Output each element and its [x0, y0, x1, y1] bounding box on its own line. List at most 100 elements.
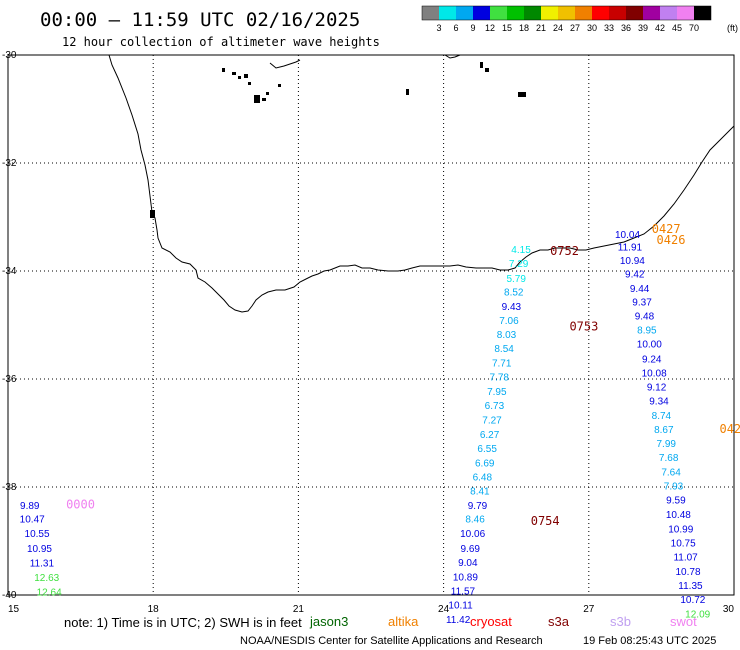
wave-height-value: 9.34	[649, 396, 669, 407]
wave-height-value: 9.89	[20, 501, 40, 512]
wave-height-value: 7.78	[490, 373, 510, 384]
wave-height-value: 8.54	[494, 344, 514, 355]
wave-height-value: 9.43	[502, 302, 522, 313]
colorbar-swatch	[677, 6, 694, 20]
pass-time-label: 0425	[719, 422, 740, 436]
colorbar-swatch	[575, 6, 592, 20]
satellite-legend-item: altika	[388, 614, 419, 629]
colorbar-label: 18	[519, 23, 529, 33]
footer-timestamp: 19 Feb 08:25:43 UTC 2025	[583, 635, 716, 647]
colorbar-border	[421, 5, 712, 21]
wave-height-value: 10.99	[668, 524, 693, 535]
coastline-west	[108, 54, 735, 313]
wave-height-value: 10.95	[27, 544, 52, 555]
axis-tick-labels: 15 18 21 24 27 30 -30 -32 -34 -36 -38 -40	[2, 50, 734, 615]
wave-height-value: 7.95	[487, 387, 507, 398]
wave-height-value: 6.69	[475, 458, 495, 469]
wave-height-value: 10.89	[453, 572, 478, 583]
wave-height-value: 7.29	[509, 259, 529, 270]
pass-time-label: 0426	[657, 233, 686, 247]
coastline-north	[269, 59, 301, 69]
lon-tick-label: 30	[723, 604, 735, 615]
wave-height-value: 9.12	[647, 382, 667, 393]
wave-height-value: 10.75	[671, 538, 696, 549]
map-title: 00:00 – 11:59 UTC 02/16/2025	[40, 9, 360, 31]
small-islands	[150, 62, 526, 218]
wave-height-value: 9.42	[625, 269, 645, 280]
colorbar-label: 45	[672, 23, 682, 33]
pass-time-label: 0753	[569, 319, 598, 333]
colorbar-label: 15	[502, 23, 512, 33]
lat-tick-label: -30	[2, 50, 17, 61]
coastline	[108, 54, 735, 313]
colorbar-label: 27	[570, 23, 580, 33]
colorbar-swatch	[439, 6, 456, 20]
wave-height-value: 7.68	[659, 453, 679, 464]
colorbar-swatch	[541, 6, 558, 20]
wave-height-value: 12.63	[34, 573, 59, 584]
colorbar-swatch	[558, 6, 575, 20]
wave-height-value: 9.37	[632, 298, 652, 309]
wave-height-value: 10.78	[676, 567, 701, 578]
lat-tick-label: -36	[2, 374, 17, 385]
colorbar-swatch	[524, 6, 541, 20]
lat-tick-label: -38	[2, 482, 17, 493]
colorbar-label: 33	[604, 23, 614, 33]
lat-tick-label: -34	[2, 266, 17, 277]
wave-height-value: 8.95	[637, 326, 657, 337]
colorbar-swatch	[643, 6, 660, 20]
wave-height-value: 6.55	[477, 444, 497, 455]
wave-height-value: 11.31	[30, 558, 55, 569]
wave-height-value: 9.24	[642, 354, 662, 365]
wave-height-value: 7.93	[664, 482, 684, 493]
colorbar-swatch	[422, 6, 439, 20]
plot-frame	[7, 54, 735, 596]
wave-height-values: 9.89 10.47 10.55 10.95 11.31 12.63 12.64 4.15 7.…	[20, 230, 711, 626]
satellite-legend-item: s3b	[610, 614, 631, 629]
lon-tick-label: 27	[583, 604, 595, 615]
wave-height-value: 11.35	[678, 581, 703, 592]
wave-height-value: 7.71	[492, 359, 512, 370]
lon-tick-label: 18	[148, 604, 160, 615]
colorbar-unit: (ft)	[727, 23, 738, 33]
wave-height-value: 9.79	[468, 501, 488, 512]
pass-time-label: 0754	[531, 514, 560, 528]
wave-height-value: 6.73	[485, 401, 505, 412]
colorbar-label: 24	[553, 23, 563, 33]
wave-height-value: 10.06	[460, 529, 485, 540]
colorbar-swatch	[592, 6, 609, 20]
wave-height-value: 7.64	[661, 468, 681, 479]
wave-height-value: 5.79	[506, 274, 526, 285]
wave-height-value: 11.91	[618, 242, 643, 253]
wave-height-value: 8.46	[465, 515, 485, 526]
wave-height-value: 6.48	[473, 473, 493, 484]
wave-height-value: 8.67	[654, 425, 674, 436]
satellite-legend: jason3 altika cryosat s3a s3b swot	[309, 614, 697, 629]
lat-lon-grid	[8, 55, 734, 595]
wave-height-value: 7.99	[657, 439, 677, 450]
wave-height-value: 8.74	[652, 411, 672, 422]
wave-height-value: 9.69	[460, 544, 480, 555]
pass-time-label: 0427	[652, 222, 681, 236]
colorbar-swatch	[626, 6, 643, 20]
wave-height-value: 12.64	[37, 588, 62, 599]
satellite-legend-item: jason3	[309, 614, 348, 629]
wave-height-value: 6.27	[480, 430, 500, 441]
footer-note: note: 1) Time is in UTC; 2) SWH is in fe…	[64, 615, 302, 630]
wave-height-value: 8.03	[497, 330, 517, 341]
wave-height-value: 10.00	[637, 340, 662, 351]
lat-tick-label: -32	[2, 158, 17, 169]
wave-height-value: 9.44	[630, 284, 650, 295]
satellite-legend-item: cryosat	[470, 614, 512, 629]
wave-height-value: 10.48	[666, 510, 691, 521]
wave-height-value: 10.11	[448, 601, 473, 612]
footer-credit: NOAA/NESDIS Center for Satellite Applica…	[240, 635, 543, 647]
colorbar-swatch	[507, 6, 524, 20]
wave-height-value: 10.94	[620, 256, 645, 267]
colorbar-swatch	[660, 6, 677, 20]
wave-height-value: 7.06	[499, 316, 519, 327]
wave-height-value: 4.15	[511, 245, 531, 256]
satellite-legend-item: s3a	[548, 614, 570, 629]
footer: note: 1) Time is in UTC; 2) SWH is in fe…	[64, 615, 716, 647]
colorbar-swatch	[456, 6, 473, 20]
